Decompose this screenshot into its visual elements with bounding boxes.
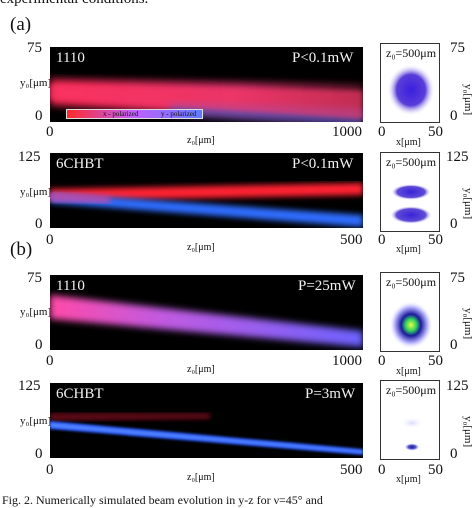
preceding-text: experimental conditions. <box>0 0 148 8</box>
cs-y-max-tick: 125 <box>446 149 469 165</box>
x-max-tick: 1000 <box>332 124 362 140</box>
cs-y-min-tick: 0 <box>450 337 458 353</box>
cs-x-axis-label: x[μm] <box>396 474 421 485</box>
y-max-tick: 125 <box>18 149 41 165</box>
cross-section-title: z₀=500μm <box>386 275 437 289</box>
cs-y-axis-label: y₀[μm] <box>462 416 474 448</box>
cross-section-image <box>400 417 424 451</box>
cross-section-image <box>390 184 432 224</box>
beam-image <box>50 295 363 347</box>
cs-x-min-tick: 0 <box>378 124 386 140</box>
cs-x-min-tick: 0 <box>378 462 386 478</box>
x-max-tick: 1000 <box>332 353 362 369</box>
cs-y-max-tick: 75 <box>450 40 465 56</box>
cross-section-6chbt-low: z₀=500μm <box>380 152 440 232</box>
x-min-tick: 0 <box>46 353 54 369</box>
beam-plot-6chbt-high: 6CHBT P=3mW <box>50 383 363 458</box>
x-max-tick: 500 <box>340 462 363 478</box>
legend-y-polarized: y - polarized <box>161 110 197 118</box>
x-axis-label: z₀[μm] <box>187 242 215 253</box>
cs-x-axis-label: x[μm] <box>396 244 421 255</box>
cross-section-title: z₀=500μm <box>386 46 437 60</box>
cross-section-6chbt-high: z₀=500μm <box>380 380 440 460</box>
y-axis-label: y₀[μm] <box>20 186 52 198</box>
cross-section-1110-low: z₀=500μm <box>380 43 440 123</box>
cs-x-max-tick: 50 <box>428 232 443 248</box>
cross-section-title: z₀=500μm <box>386 383 437 397</box>
panel-label-b: (b) <box>10 239 33 260</box>
x-min-tick: 0 <box>46 462 54 478</box>
y-axis-label: y₀[μm] <box>20 306 52 318</box>
beam-image <box>50 79 363 122</box>
plot-power-label: P<0.1mW <box>292 50 354 66</box>
y-axis-label: y₀[μm] <box>20 415 52 427</box>
x-max-tick: 500 <box>340 232 363 248</box>
y-min-tick: 0 <box>35 108 43 124</box>
y-max-tick: 75 <box>27 270 42 286</box>
x-axis-label: z₀[μm] <box>187 364 215 375</box>
polarization-legend: x - polarized y - polarized <box>66 109 203 119</box>
y-axis-label: y₀[μm] <box>20 77 52 89</box>
cross-section-1110-high: z₀=500μm <box>380 272 440 352</box>
x-axis-label: z₀[μm] <box>187 135 215 146</box>
cross-section-image <box>387 64 435 116</box>
cs-y-min-tick: 0 <box>450 446 458 462</box>
figure-caption: Fig. 2. Numerically simulated beam evolu… <box>2 493 323 507</box>
cross-section-image <box>389 301 433 349</box>
y-min-tick: 0 <box>35 216 43 232</box>
cs-y-axis-label: y₀[μm] <box>462 84 474 116</box>
cs-x-max-tick: 50 <box>428 353 443 369</box>
cs-y-min-tick: 0 <box>450 108 458 124</box>
cs-y-max-tick: 75 <box>450 270 465 286</box>
plot-power-label: P=25mW <box>298 278 356 294</box>
cs-x-max-tick: 50 <box>428 124 443 140</box>
cs-x-min-tick: 0 <box>378 232 386 248</box>
beam-plot-6chbt-low: 6CHBT P<0.1mW <box>50 153 363 228</box>
y-min-tick: 0 <box>35 446 43 462</box>
x-axis-label: z₀[μm] <box>187 472 215 483</box>
legend-x-polarized: x - polarized <box>103 110 139 118</box>
y-max-tick: 75 <box>27 40 42 56</box>
cs-y-axis-label: y₀[μm] <box>462 188 474 220</box>
x-min-tick: 0 <box>46 232 54 248</box>
cs-x-max-tick: 50 <box>428 462 443 478</box>
plot-power-label: P=3mW <box>305 386 356 402</box>
beam-plot-1110-low: 1110 P<0.1mW x - polarized y - polarized <box>50 47 363 122</box>
cs-x-axis-label: x[μm] <box>396 137 421 148</box>
panel-label-a: (a) <box>10 14 32 35</box>
plot-material-label: 1110 <box>56 50 85 66</box>
plot-material-label: 6CHBT <box>56 386 104 402</box>
cross-section-title: z₀=500μm <box>386 155 437 169</box>
cs-y-axis-label: y₀[μm] <box>462 308 474 340</box>
cs-y-min-tick: 0 <box>450 216 458 232</box>
x-min-tick: 0 <box>46 124 54 140</box>
cs-x-min-tick: 0 <box>378 353 386 369</box>
beam-image <box>50 183 363 227</box>
cs-y-max-tick: 125 <box>446 378 469 394</box>
plot-material-label: 1110 <box>56 278 85 294</box>
plot-material-label: 6CHBT <box>56 156 104 172</box>
plot-power-label: P<0.1mW <box>292 156 354 172</box>
beam-plot-1110-high: 1110 P=25mW <box>50 275 363 350</box>
cs-x-axis-label: x[μm] <box>396 366 421 377</box>
y-min-tick: 0 <box>35 337 43 353</box>
beam-image <box>50 413 363 455</box>
y-max-tick: 125 <box>18 378 41 394</box>
